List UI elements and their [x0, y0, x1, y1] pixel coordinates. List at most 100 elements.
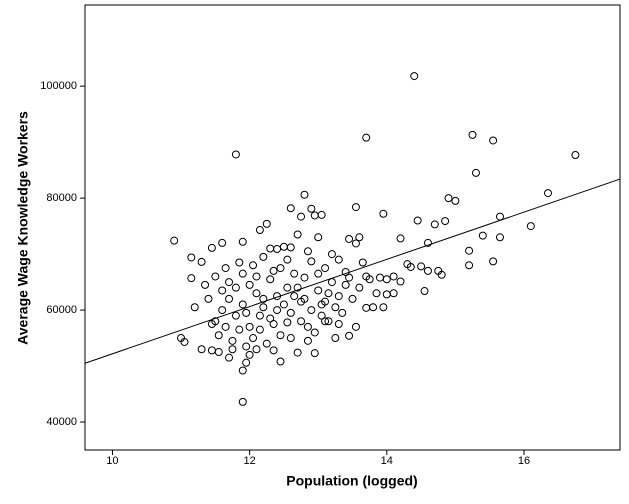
- data-point: [269, 346, 278, 355]
- data-point: [389, 272, 398, 281]
- data-point: [197, 345, 206, 354]
- data-point: [262, 219, 271, 228]
- data-point: [197, 257, 206, 266]
- data-point: [489, 136, 498, 145]
- data-point: [324, 317, 333, 326]
- data-point: [242, 342, 251, 351]
- y-tick-label: 80000: [46, 192, 77, 204]
- data-point: [266, 244, 275, 253]
- data-point: [238, 397, 247, 406]
- data-point: [355, 283, 364, 292]
- data-point: [321, 317, 330, 326]
- data-point: [423, 238, 432, 247]
- data-point: [207, 320, 216, 329]
- data-point: [262, 339, 271, 348]
- data-point: [297, 297, 306, 306]
- data-point: [283, 283, 292, 292]
- data-point: [355, 233, 364, 242]
- data-point: [245, 350, 254, 359]
- data-point: [465, 261, 474, 270]
- data-point: [382, 275, 391, 284]
- data-point: [327, 250, 336, 259]
- data-point: [369, 303, 378, 312]
- data-point: [351, 203, 360, 212]
- data-point: [310, 328, 319, 337]
- data-point: [286, 334, 295, 343]
- data-point: [218, 306, 227, 315]
- data-point: [177, 334, 186, 343]
- data-point: [372, 289, 381, 298]
- data-point: [451, 196, 460, 205]
- data-point: [249, 261, 258, 270]
- data-point: [410, 72, 419, 81]
- x-tick-label: 10: [106, 455, 118, 467]
- data-point: [269, 320, 278, 329]
- data-point: [211, 272, 220, 281]
- data-point: [345, 234, 354, 243]
- y-tick-label: 100000: [40, 80, 77, 92]
- data-point: [314, 233, 323, 242]
- data-point: [286, 243, 295, 252]
- x-tick-label: 14: [381, 455, 393, 467]
- data-point: [235, 325, 244, 334]
- data-point: [379, 303, 388, 312]
- data-point: [334, 292, 343, 301]
- data-point: [413, 216, 422, 225]
- data-point: [324, 289, 333, 298]
- data-point: [571, 151, 580, 160]
- x-tick-label: 12: [243, 455, 255, 467]
- data-point: [334, 320, 343, 329]
- data-point: [420, 287, 429, 296]
- data-point: [266, 314, 275, 323]
- data-point: [307, 204, 316, 213]
- data-point: [471, 168, 480, 177]
- data-point: [382, 290, 391, 299]
- data-point: [187, 253, 196, 262]
- data-point: [478, 231, 487, 240]
- data-point: [231, 311, 240, 320]
- data-point: [221, 322, 230, 331]
- data-point: [238, 237, 247, 246]
- data-point: [283, 318, 292, 327]
- fit-line: [84, 178, 621, 364]
- data-point: [293, 348, 302, 357]
- data-point: [266, 275, 275, 284]
- y-axis-title: Average Wage Knowledge Workers: [15, 111, 31, 345]
- data-point: [406, 262, 415, 271]
- data-point: [314, 286, 323, 295]
- data-point: [423, 266, 432, 275]
- data-point: [245, 280, 254, 289]
- data-point: [228, 345, 237, 354]
- data-point: [307, 306, 316, 315]
- data-point: [255, 311, 264, 320]
- data-point: [345, 273, 354, 282]
- data-point: [290, 269, 299, 278]
- data-point: [286, 204, 295, 213]
- data-point: [526, 222, 535, 231]
- data-point: [465, 246, 474, 255]
- data-point: [238, 366, 247, 375]
- data-point: [303, 247, 312, 256]
- data-point: [293, 230, 302, 239]
- data-point: [351, 239, 360, 248]
- plot-frame: [84, 4, 621, 451]
- data-point: [468, 130, 477, 139]
- data-point: [293, 283, 302, 292]
- data-point: [214, 348, 223, 357]
- data-point: [273, 306, 282, 315]
- data-point: [245, 322, 254, 331]
- data-point: [317, 300, 326, 309]
- data-point: [252, 272, 261, 281]
- data-point: [201, 280, 210, 289]
- data-point: [489, 257, 498, 266]
- data-point: [279, 300, 288, 309]
- data-point: [242, 358, 251, 367]
- data-point: [441, 217, 450, 226]
- data-point: [170, 236, 179, 245]
- data-point: [187, 274, 196, 283]
- data-point: [379, 209, 388, 218]
- data-point: [314, 269, 323, 278]
- data-point: [417, 262, 426, 271]
- data-point: [317, 210, 326, 219]
